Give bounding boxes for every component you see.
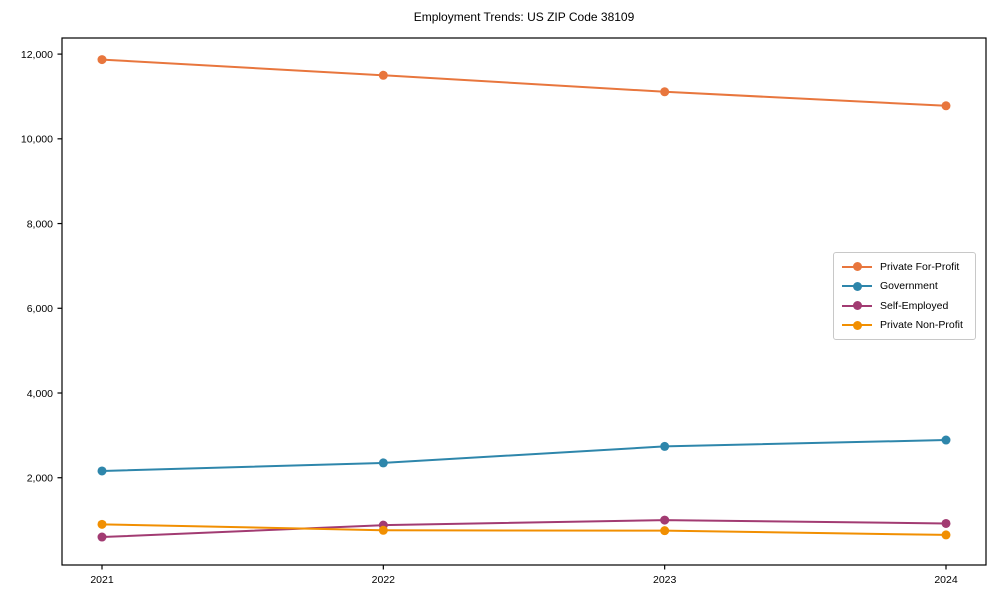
legend-item-private-for-profit: Private For-Profit: [842, 261, 967, 273]
chart-title: Employment Trends: US ZIP Code 38109: [413, 10, 635, 24]
data-point-private-for-profit: [378, 70, 388, 80]
legend-line-marker-icon: [842, 262, 872, 272]
data-point-government: [378, 458, 388, 468]
legend-label: Private Non-Profit: [880, 319, 963, 332]
legend-label: Government: [880, 280, 938, 293]
data-point-private-for-profit: [660, 87, 670, 97]
y-tick-label: 10,000: [21, 134, 53, 146]
x-tick-label: 2023: [653, 574, 677, 586]
legend-line-marker-icon: [842, 281, 872, 291]
data-point-private-for-profit: [941, 101, 951, 111]
legend-item-self-employed: Self-Employed: [842, 300, 967, 312]
series-line-private-for-profit: [101, 58, 947, 107]
data-point-self-employed: [941, 518, 951, 528]
data-point-self-employed: [97, 532, 107, 542]
series-line-government: [101, 439, 947, 472]
data-point-private-non-profit: [97, 519, 107, 529]
y-tick-label: 8,000: [27, 218, 53, 230]
series-line-self-employed: [101, 519, 947, 539]
data-point-private-non-profit: [941, 530, 951, 540]
x-tick-label: 2022: [372, 574, 396, 586]
x-tick-label: 2024: [934, 574, 958, 586]
legend-line-marker-icon: [842, 301, 872, 311]
data-point-government: [97, 466, 107, 476]
legend: Private For-Profit Government Self-Emplo…: [833, 252, 976, 340]
data-point-government: [660, 441, 670, 451]
y-tick-label: 4,000: [27, 388, 53, 400]
data-point-private-for-profit: [97, 55, 107, 65]
legend-item-government: Government: [842, 280, 967, 292]
legend-label: Self-Employed: [880, 299, 949, 312]
data-point-private-non-profit: [378, 525, 388, 535]
y-tick-label: 12,000: [21, 49, 53, 61]
y-tick-label: 6,000: [27, 303, 53, 315]
x-tick-label: 2021: [90, 574, 114, 586]
legend-label: Private For-Profit: [880, 260, 960, 273]
legend-item-private-non-profit: Private Non-Profit: [842, 319, 967, 331]
data-point-government: [941, 435, 951, 445]
data-point-self-employed: [660, 515, 670, 525]
series-line-private-non-profit: [101, 523, 947, 536]
axes-frame: [61, 37, 987, 566]
y-tick-label: 2,000: [27, 473, 53, 485]
legend-line-marker-icon: [842, 320, 872, 330]
data-point-private-non-profit: [660, 526, 670, 536]
